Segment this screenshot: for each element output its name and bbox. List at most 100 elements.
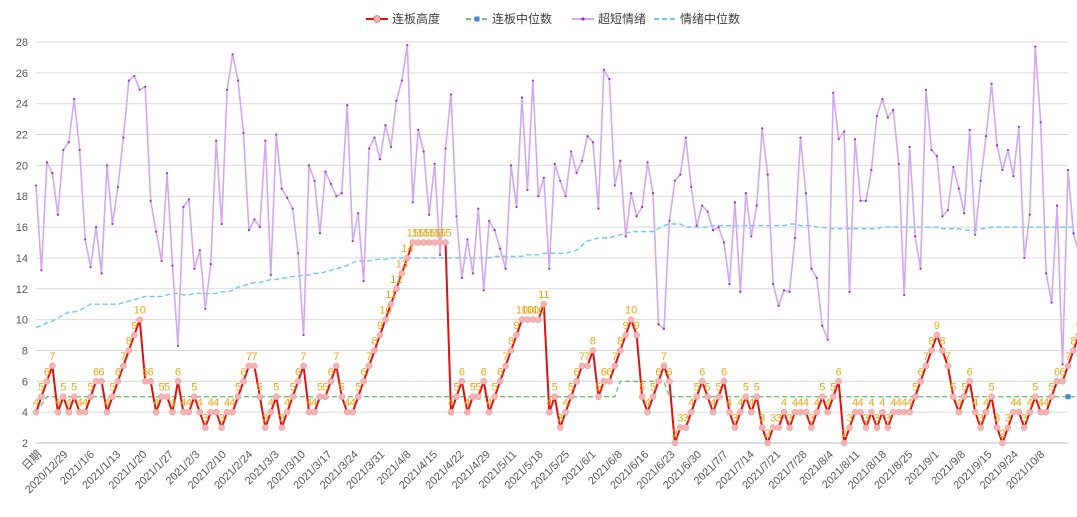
data-point bbox=[966, 378, 973, 385]
data-point bbox=[1023, 256, 1026, 260]
data-label: 4 bbox=[33, 397, 39, 409]
data-label: 4 bbox=[814, 397, 820, 409]
data-point bbox=[1028, 213, 1031, 216]
data-label: 6 bbox=[497, 366, 503, 378]
data-point bbox=[608, 77, 611, 81]
data-label: 6 bbox=[836, 366, 842, 378]
data-point bbox=[1066, 168, 1070, 172]
data-label: 15 bbox=[439, 228, 451, 240]
data-label: 6 bbox=[240, 366, 246, 378]
data-label: 13 bbox=[396, 258, 408, 270]
data-point bbox=[851, 408, 859, 416]
data-point bbox=[78, 148, 81, 152]
data-point bbox=[837, 138, 840, 141]
data-point bbox=[1001, 168, 1004, 172]
data-point bbox=[466, 238, 469, 241]
data-point bbox=[278, 424, 285, 431]
data-label: 5 bbox=[257, 382, 263, 394]
y-tick-label: 8 bbox=[22, 345, 28, 357]
data-label: 10 bbox=[516, 305, 528, 317]
data-point bbox=[613, 184, 616, 187]
data-label: 8 bbox=[590, 335, 596, 347]
data-label: 9 bbox=[377, 320, 383, 332]
data-point bbox=[843, 130, 846, 133]
data-point bbox=[1034, 45, 1037, 48]
data-label: 5 bbox=[317, 382, 323, 394]
data-point bbox=[460, 276, 464, 280]
data-point bbox=[769, 424, 777, 431]
data-label: 4 bbox=[104, 397, 110, 409]
data-point bbox=[857, 408, 864, 416]
data-point bbox=[928, 347, 935, 354]
data-label: 4 bbox=[803, 397, 809, 409]
data-point bbox=[420, 239, 427, 246]
data-point bbox=[706, 210, 709, 213]
data-point bbox=[485, 408, 493, 416]
data-label: 2 bbox=[999, 428, 1005, 440]
data-label: 4 bbox=[1038, 397, 1044, 409]
series-1 bbox=[35, 380, 1077, 413]
data-point bbox=[935, 155, 939, 158]
data-label: 6 bbox=[918, 366, 924, 378]
data-point bbox=[589, 347, 597, 354]
data-point bbox=[941, 215, 944, 218]
data-point bbox=[247, 229, 251, 232]
data-point bbox=[963, 212, 966, 215]
data-point bbox=[431, 239, 438, 246]
data-point bbox=[597, 207, 600, 210]
data-point bbox=[362, 279, 365, 283]
data-point bbox=[701, 204, 704, 207]
data-point bbox=[520, 96, 524, 99]
data-point bbox=[204, 307, 207, 310]
data-point bbox=[586, 134, 589, 138]
data-label: 4 bbox=[82, 397, 88, 409]
data-point bbox=[644, 408, 651, 416]
data-label: 5 bbox=[819, 382, 825, 394]
data-point bbox=[360, 378, 367, 385]
data-label: 6 bbox=[481, 366, 487, 378]
data-label: 4 bbox=[268, 397, 274, 409]
data-label: 3 bbox=[776, 413, 782, 425]
data-label: 5 bbox=[988, 382, 994, 394]
data-point bbox=[673, 179, 676, 182]
data-label: 8 bbox=[617, 335, 623, 347]
data-point bbox=[455, 215, 458, 218]
data-label: 5 bbox=[164, 382, 170, 394]
data-point bbox=[158, 393, 165, 400]
data-label: 4 bbox=[896, 397, 902, 409]
data-label: 4 bbox=[448, 397, 454, 409]
data-point bbox=[911, 393, 919, 400]
data-point bbox=[884, 424, 892, 431]
data-point bbox=[1048, 393, 1055, 400]
data-label: 5 bbox=[1049, 382, 1055, 394]
data-point bbox=[245, 362, 253, 370]
data-point bbox=[829, 393, 837, 400]
data-point bbox=[633, 331, 640, 339]
data-point bbox=[94, 225, 98, 229]
data-point bbox=[646, 161, 649, 164]
data-point bbox=[273, 393, 280, 400]
data-point bbox=[914, 235, 917, 238]
data-label: 8 bbox=[508, 335, 514, 347]
data-label: 5 bbox=[322, 382, 328, 394]
data-point bbox=[742, 393, 750, 400]
data-point bbox=[1039, 121, 1042, 124]
data-point bbox=[231, 53, 234, 56]
y-tick-label: 12 bbox=[16, 284, 28, 296]
data-label: 12 bbox=[390, 274, 402, 286]
data-point bbox=[338, 393, 346, 400]
data-point bbox=[38, 393, 45, 400]
data-point bbox=[141, 378, 149, 385]
data-label: 3 bbox=[786, 413, 792, 425]
data-label: 7 bbox=[945, 351, 951, 363]
data-point bbox=[291, 207, 294, 210]
data-point bbox=[475, 393, 482, 400]
data-label: 3 bbox=[279, 413, 285, 425]
data-label: 2 bbox=[672, 428, 678, 440]
data-label: 4 bbox=[890, 397, 896, 409]
data-point bbox=[722, 241, 726, 244]
data-point bbox=[87, 393, 94, 400]
data-point bbox=[76, 408, 83, 416]
data-point bbox=[89, 266, 92, 269]
data-point bbox=[131, 331, 138, 339]
